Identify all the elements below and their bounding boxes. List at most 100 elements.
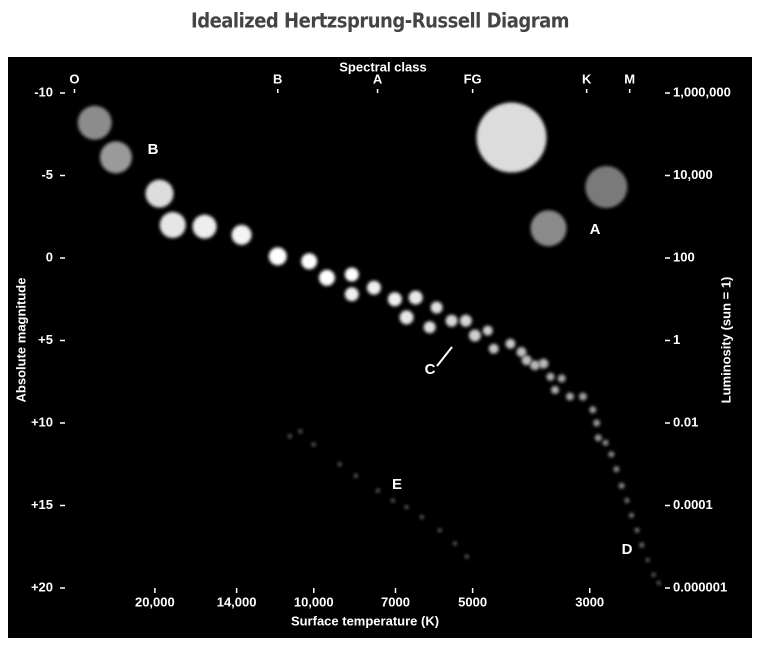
star [645, 557, 650, 562]
star [301, 253, 318, 270]
star [445, 314, 458, 327]
chart-title: Idealized Hertzsprung-Russell Diagram [191, 9, 569, 33]
star [423, 321, 436, 334]
x-axis-label: Surface temperature (K) [291, 613, 439, 628]
star [488, 343, 499, 354]
x2-tick-label: K [582, 71, 592, 86]
x2-tick-label: M [624, 71, 635, 86]
annotation: D [622, 541, 633, 558]
star [551, 386, 560, 394]
star [437, 528, 442, 533]
star [390, 498, 395, 503]
star [546, 372, 555, 381]
y2-tick-label: 0.000001 [673, 579, 727, 594]
y-tick-label: +5 [38, 332, 53, 347]
star [452, 541, 457, 546]
star [529, 360, 540, 371]
star [538, 358, 549, 369]
x-tick-label: 14,000 [217, 594, 257, 609]
annotation: B [148, 141, 159, 158]
star [530, 210, 567, 247]
star [482, 325, 493, 336]
star [366, 280, 381, 295]
star [419, 515, 424, 520]
star [459, 314, 472, 327]
star [404, 505, 409, 510]
star [399, 310, 414, 325]
star [476, 102, 547, 173]
annotation: C [425, 361, 436, 378]
chart-panel [8, 57, 752, 638]
y-tick-label: +10 [31, 414, 53, 429]
x2-axis-label: Spectral class [339, 59, 426, 74]
star [602, 439, 609, 446]
star [99, 141, 132, 174]
star [468, 329, 481, 342]
star [628, 512, 634, 518]
star [639, 542, 645, 548]
star [608, 451, 615, 458]
y2-tick-label: 100 [673, 249, 695, 264]
star [145, 179, 174, 208]
star [585, 166, 628, 209]
star [192, 214, 217, 239]
star [613, 466, 620, 473]
x2-tick-label: FG [464, 71, 482, 86]
y-tick-label: -10 [34, 84, 53, 99]
y-tick-label: +20 [31, 579, 53, 594]
x2-tick-label: O [69, 71, 79, 86]
star [298, 429, 303, 434]
y2-tick-label: 1 [673, 332, 680, 347]
star [464, 554, 469, 559]
y-tick-label: +15 [31, 497, 53, 512]
star [311, 442, 316, 447]
star [634, 527, 640, 533]
y2-tick-label: 1,000,000 [673, 84, 731, 99]
y-tick-label: -5 [41, 167, 53, 182]
star [318, 269, 335, 286]
star [594, 434, 602, 442]
star [268, 247, 287, 266]
star [557, 374, 566, 383]
star [565, 392, 574, 401]
star [77, 105, 112, 140]
star [387, 292, 402, 307]
star [408, 290, 423, 305]
annotation: A [590, 221, 601, 238]
y2-tick-label: 0.0001 [673, 497, 713, 512]
star [344, 267, 359, 282]
annotation-pointer [436, 346, 453, 367]
star [231, 224, 252, 245]
star [287, 434, 292, 439]
star [516, 347, 527, 358]
x-tick-label: 10,000 [294, 594, 334, 609]
star [337, 462, 342, 467]
star [505, 338, 516, 349]
x2-tick-label: A [373, 71, 383, 86]
star [618, 482, 625, 489]
star [651, 572, 656, 577]
star [624, 498, 630, 504]
star [656, 581, 661, 586]
y-axis-label: Absolute magnitude [13, 278, 28, 403]
x-tick-label: 3000 [575, 594, 604, 609]
star [430, 301, 443, 314]
y2-tick-label: 10,000 [673, 167, 713, 182]
annotation: E [392, 476, 402, 493]
star [344, 287, 359, 302]
y2-axis-label: Luminosity (sun = 1) [718, 277, 733, 404]
y2-tick-label: 0.01 [673, 414, 698, 429]
star [589, 406, 597, 414]
x-tick-label: 20,000 [135, 594, 175, 609]
star [375, 488, 380, 493]
x-tick-label: 5000 [458, 594, 487, 609]
star [578, 392, 587, 401]
y-tick-label: 0 [46, 249, 53, 264]
x2-tick-label: B [273, 71, 282, 86]
star [521, 355, 532, 366]
star [593, 419, 601, 427]
x-tick-label: 7000 [381, 594, 410, 609]
star [353, 473, 358, 478]
star [159, 212, 186, 238]
